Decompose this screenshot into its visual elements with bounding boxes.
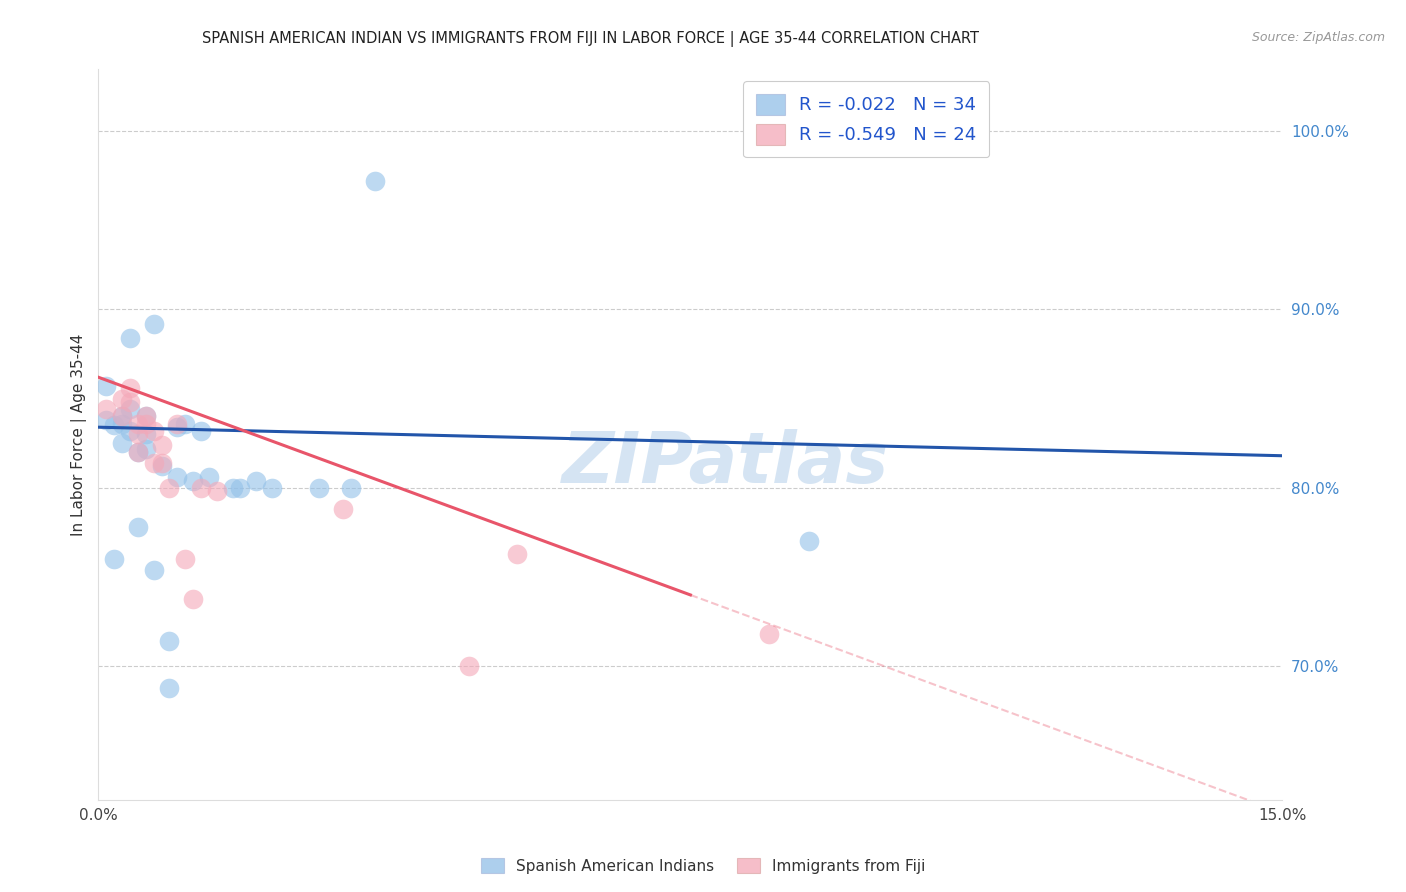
- Point: [142, 317, 165, 331]
- Point: [118, 381, 141, 395]
- Point: [506, 547, 529, 561]
- Legend: R = -0.022   N = 34, R = -0.549   N = 24: R = -0.022 N = 34, R = -0.549 N = 24: [744, 81, 990, 157]
- Text: SPANISH AMERICAN INDIAN VS IMMIGRANTS FROM FIJI IN LABOR FORCE | AGE 35-44 CORRE: SPANISH AMERICAN INDIAN VS IMMIGRANTS FR…: [202, 31, 979, 47]
- Point: [142, 456, 165, 470]
- Point: [150, 438, 173, 452]
- Point: [174, 417, 197, 431]
- Point: [118, 331, 141, 345]
- Point: [150, 459, 173, 474]
- Point: [135, 417, 157, 431]
- Point: [166, 470, 188, 484]
- Point: [190, 481, 212, 495]
- Point: [797, 534, 820, 549]
- Point: [135, 442, 157, 456]
- Point: [103, 552, 125, 566]
- Point: [221, 481, 243, 495]
- Point: [190, 424, 212, 438]
- Point: [157, 481, 180, 495]
- Point: [205, 484, 228, 499]
- Point: [166, 417, 188, 431]
- Point: [135, 409, 157, 424]
- Point: [260, 481, 283, 495]
- Point: [127, 520, 149, 534]
- Point: [363, 174, 385, 188]
- Point: [111, 417, 134, 431]
- Point: [111, 409, 134, 424]
- Point: [166, 420, 188, 434]
- Point: [142, 563, 165, 577]
- Point: [308, 481, 330, 495]
- Point: [181, 474, 204, 488]
- Point: [758, 627, 780, 641]
- Point: [332, 502, 354, 516]
- Point: [181, 591, 204, 606]
- Point: [135, 427, 157, 442]
- Legend: Spanish American Indians, Immigrants from Fiji: Spanish American Indians, Immigrants fro…: [475, 852, 931, 880]
- Point: [150, 456, 173, 470]
- Point: [127, 417, 149, 431]
- Point: [96, 379, 118, 393]
- Point: [127, 445, 149, 459]
- Y-axis label: In Labor Force | Age 35-44: In Labor Force | Age 35-44: [72, 333, 87, 535]
- Point: [96, 402, 118, 417]
- Point: [127, 427, 149, 442]
- Point: [111, 392, 134, 406]
- Point: [245, 474, 267, 488]
- Point: [127, 445, 149, 459]
- Point: [135, 409, 157, 424]
- Point: [174, 552, 197, 566]
- Point: [458, 659, 481, 673]
- Point: [96, 413, 118, 427]
- Text: Source: ZipAtlas.com: Source: ZipAtlas.com: [1251, 31, 1385, 45]
- Point: [340, 481, 363, 495]
- Point: [198, 470, 221, 484]
- Point: [118, 402, 141, 417]
- Point: [118, 395, 141, 409]
- Text: ZIPatlas: ZIPatlas: [562, 429, 890, 498]
- Point: [118, 424, 141, 438]
- Point: [111, 436, 134, 450]
- Point: [157, 634, 180, 648]
- Point: [157, 681, 180, 695]
- Point: [103, 418, 125, 433]
- Point: [142, 424, 165, 438]
- Point: [229, 481, 252, 495]
- Point: [111, 409, 134, 424]
